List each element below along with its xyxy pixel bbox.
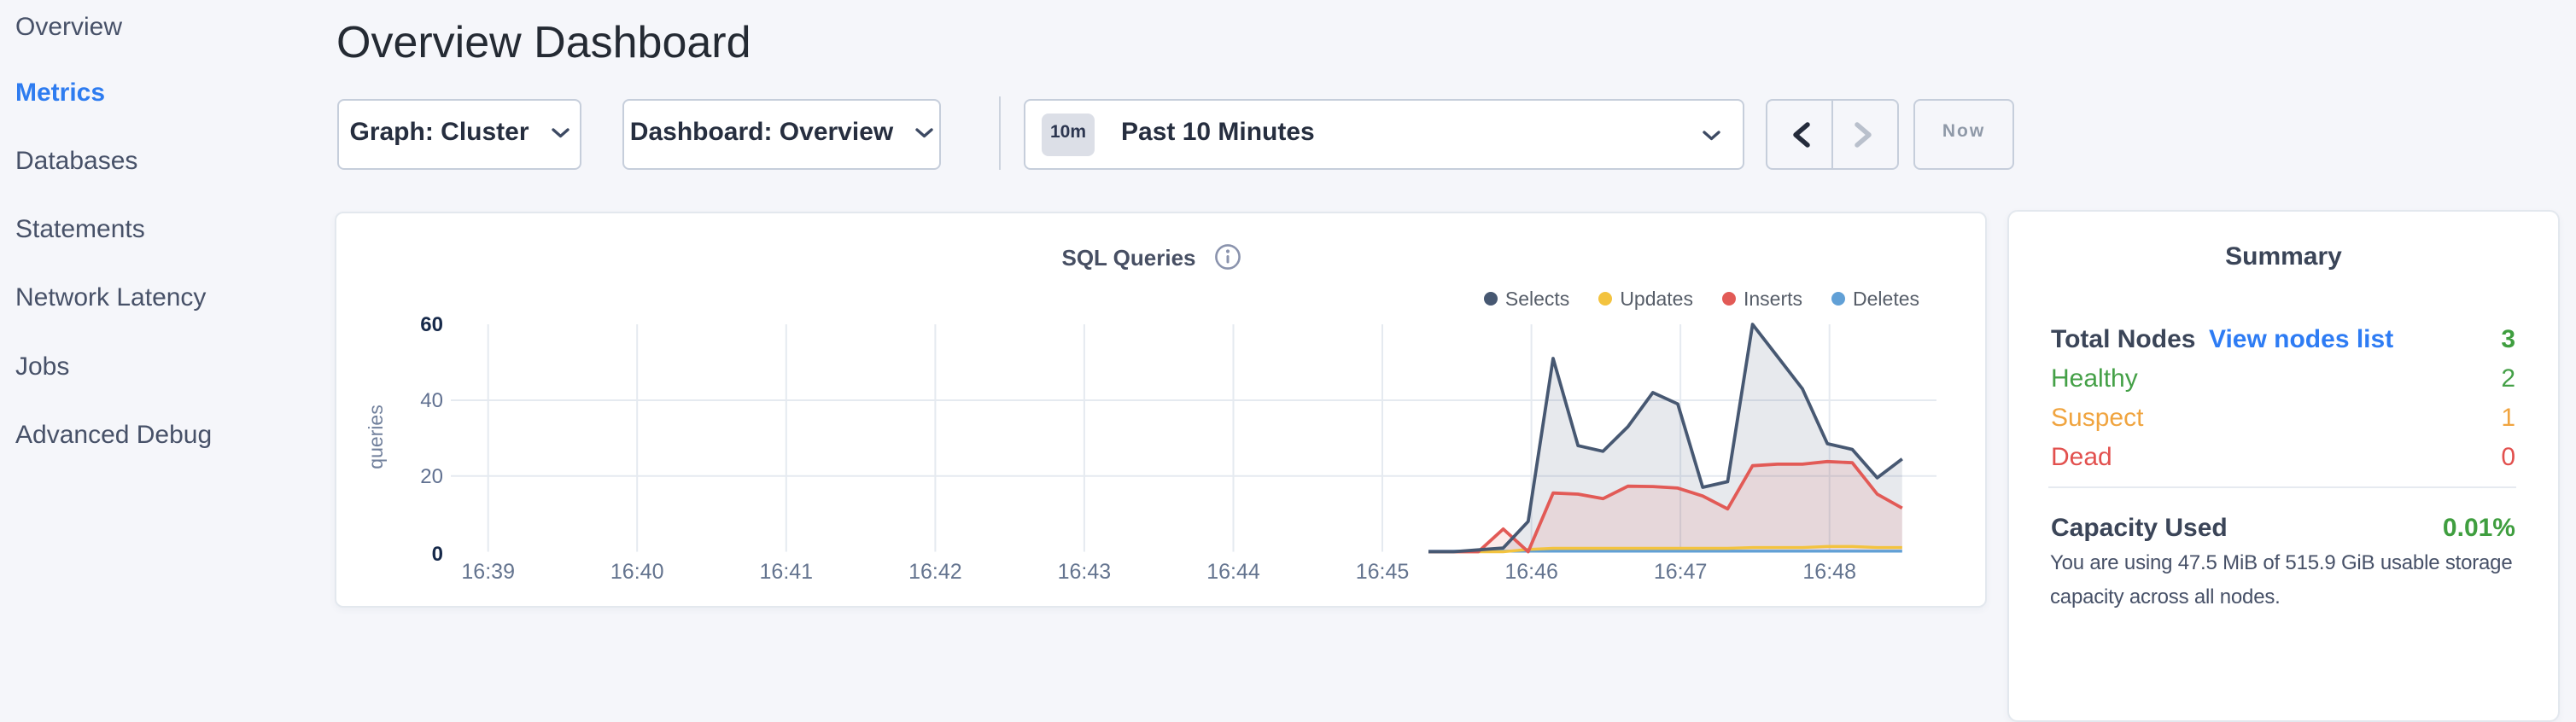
svg-text:16:44: 16:44 <box>1206 560 1260 584</box>
svg-text:queries: queries <box>365 405 387 469</box>
svg-text:16:45: 16:45 <box>1356 560 1410 584</box>
svg-text:60: 60 <box>420 313 443 336</box>
svg-text:40: 40 <box>420 389 443 412</box>
svg-text:16:40: 16:40 <box>610 560 664 584</box>
svg-text:16:47: 16:47 <box>1654 560 1708 584</box>
svg-text:20: 20 <box>420 465 443 488</box>
svg-text:16:42: 16:42 <box>908 560 962 584</box>
svg-text:16:41: 16:41 <box>760 560 814 584</box>
svg-text:16:39: 16:39 <box>461 560 515 584</box>
svg-text:16:43: 16:43 <box>1058 560 1112 584</box>
svg-text:16:46: 16:46 <box>1504 560 1558 584</box>
svg-text:16:48: 16:48 <box>1802 560 1856 584</box>
svg-text:0: 0 <box>432 543 443 566</box>
